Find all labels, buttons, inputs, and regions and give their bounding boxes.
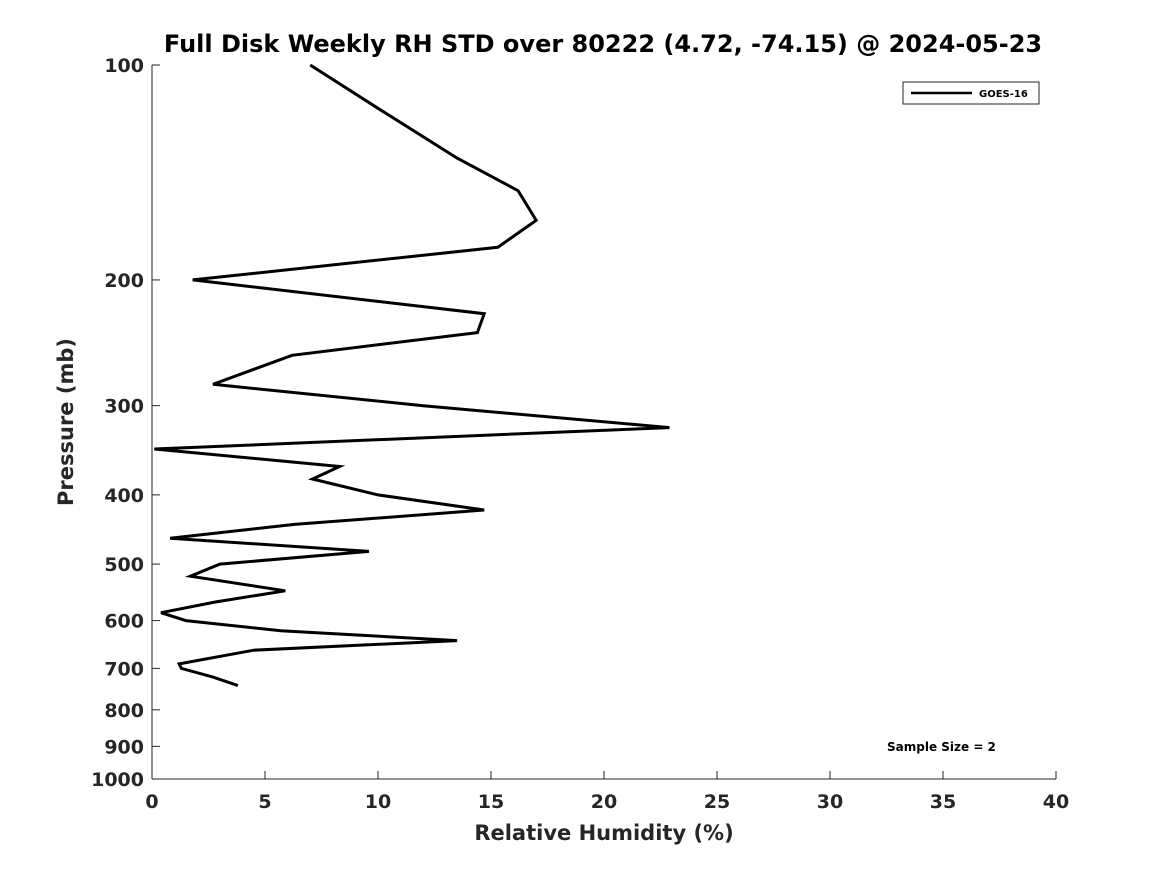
x-tick-label: 20 xyxy=(591,791,617,813)
y-tick-label: 900 xyxy=(104,736,144,758)
y-ticks: 100 200 300 400 500 600 700 800 900 1000 xyxy=(91,55,160,791)
y-tick-label: 400 xyxy=(104,485,144,507)
y-tick-label: 200 xyxy=(104,270,144,292)
y-tick-label: 300 xyxy=(104,396,144,418)
x-tick-label: 0 xyxy=(145,791,158,813)
x-tick-label: 10 xyxy=(365,791,391,813)
y-tick-label: 500 xyxy=(104,554,144,576)
x-tick-label: 35 xyxy=(930,791,956,813)
y-tick-label: 1000 xyxy=(91,769,144,791)
series-layer xyxy=(154,63,670,688)
legend-label-goes-16: GOES-16 xyxy=(979,89,1028,100)
x-tick-label: 5 xyxy=(258,791,271,813)
x-tick-label: 25 xyxy=(704,791,730,813)
x-tick-label: 40 xyxy=(1043,791,1069,813)
sample-size-annotation: Sample Size = 2 xyxy=(887,740,996,754)
x-axis-label: Relative Humidity (%) xyxy=(474,821,733,845)
y-tick-label: 600 xyxy=(104,611,144,633)
y-tick-label: 100 xyxy=(104,55,144,77)
chart-title: Full Disk Weekly RH STD over 80222 (4.72… xyxy=(164,30,1042,58)
legend: GOES-16 xyxy=(902,81,1040,105)
x-ticks: 0 5 10 15 20 25 30 35 40 xyxy=(145,771,1069,813)
y-axis-label: Pressure (mb) xyxy=(54,338,78,506)
series-line-goes-16 xyxy=(154,63,670,688)
x-tick-label: 30 xyxy=(817,791,843,813)
y-tick-label: 700 xyxy=(104,658,144,680)
y-tick-label: 800 xyxy=(104,700,144,722)
x-tick-label: 15 xyxy=(478,791,504,813)
plot-area: 0 5 10 15 20 25 30 35 40 100 200 300 400 500 600 700 80… xyxy=(91,55,1069,813)
